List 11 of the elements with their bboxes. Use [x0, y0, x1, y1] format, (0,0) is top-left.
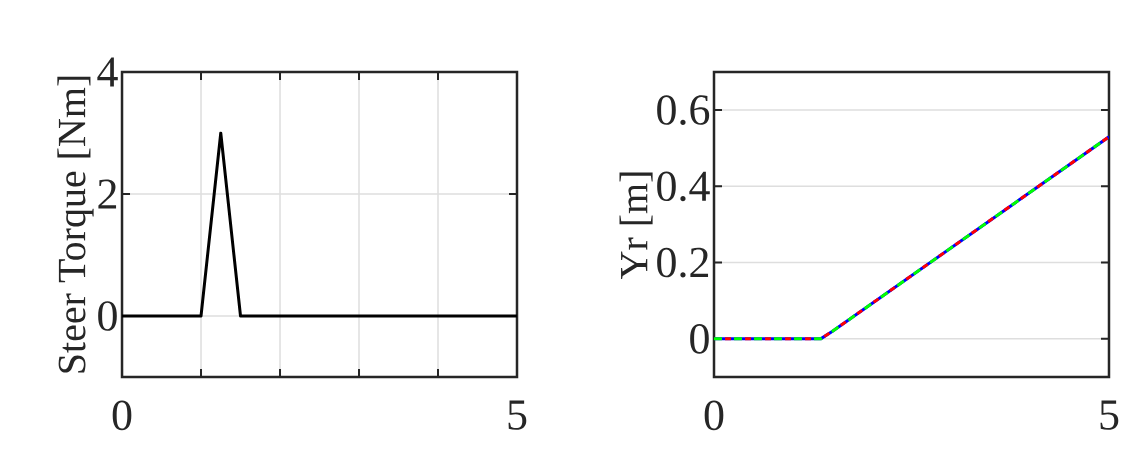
y-tick-label: 4 — [97, 57, 118, 87]
y-tick-label: 0.2 — [657, 247, 709, 278]
y-tick-label: 0 — [690, 324, 709, 354]
y-tick-label: 2 — [98, 179, 117, 209]
y-axis-title: Yr [m] — [619, 172, 653, 280]
x-tick-label: 5 — [508, 400, 527, 430]
y-tick-label: 0.4 — [657, 171, 710, 202]
y-tick-label: 0 — [98, 301, 117, 331]
y-tick-label: 0.6 — [657, 95, 710, 126]
y-axis-title: Steer Torque [Nm] — [57, 76, 94, 373]
x-tick-label: 5 — [1100, 400, 1119, 430]
